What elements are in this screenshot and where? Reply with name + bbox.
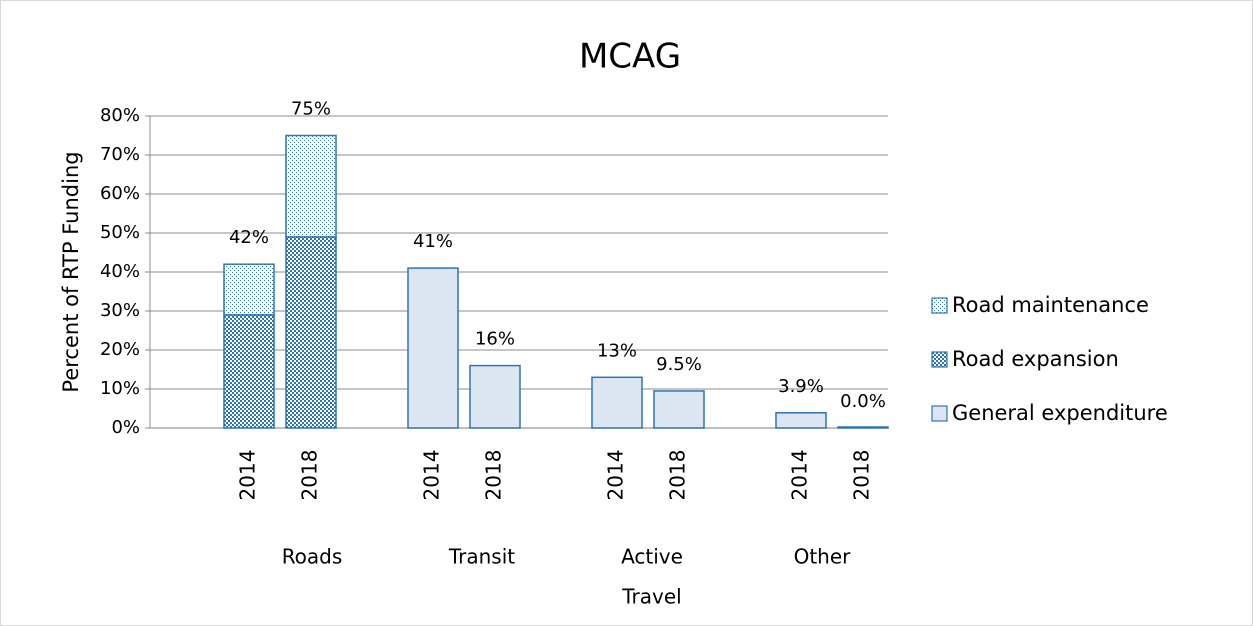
data-label: 42% [229,227,269,248]
y-tick-label: 0% [111,417,140,438]
legend-swatch [931,405,948,422]
data-label: 16% [475,329,515,350]
bar-segment [469,364,521,429]
data-label: 75% [291,99,331,120]
group-label: Roads [282,545,343,569]
group-label: Active [621,545,683,569]
data-label: 41% [413,231,453,252]
y-tick-label: 20% [100,339,140,360]
y-tick-label: 80% [100,105,140,126]
x-tick-label: 2018 [482,450,506,501]
x-tick-label: 2014 [420,450,444,501]
legend-label: General expenditure [952,401,1168,425]
legend-label: Road maintenance [952,293,1149,317]
data-label: 9.5% [656,354,702,375]
group-label: Other [794,545,852,569]
x-tick-label: 2014 [788,450,812,501]
x-tick-label: 2018 [666,450,690,501]
legend-label: Road expansion [952,347,1119,371]
chart-title: MCAG [579,37,681,77]
x-tick-label: 2018 [850,450,874,501]
bar-segment [591,376,643,429]
data-label: 3.9% [778,376,824,397]
x-tick-label: 2014 [236,450,260,501]
y-axis-label: Percent of RTP Funding [59,151,83,392]
x-tick-label: 2014 [604,450,628,501]
y-tick-label: 40% [100,261,140,282]
group-label: Travel [621,585,681,609]
group-label: Transit [448,545,515,569]
bar-segment [285,236,337,429]
data-label: 13% [597,340,637,361]
y-tick-label: 50% [100,222,140,243]
y-tick-label: 60% [100,183,140,204]
bar-segment [223,263,275,316]
y-tick-label: 70% [100,144,140,165]
bar-segment [653,390,705,429]
y-tick-label: 10% [100,378,140,399]
bar-segment [837,426,889,429]
bar-segment [285,134,337,238]
x-tick-label: 2018 [298,450,322,501]
legend-swatch [931,351,948,368]
bar-segment [407,267,459,429]
legend-swatch [931,297,948,314]
data-label: 0.0% [840,391,886,412]
y-tick-label: 30% [100,300,140,321]
bar-segment [223,314,275,429]
bar-segment [775,412,827,429]
